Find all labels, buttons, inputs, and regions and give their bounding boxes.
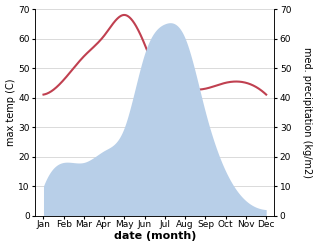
Y-axis label: med. precipitation (kg/m2): med. precipitation (kg/m2): [302, 47, 313, 178]
X-axis label: date (month): date (month): [114, 231, 196, 242]
Y-axis label: max temp (C): max temp (C): [5, 79, 16, 146]
